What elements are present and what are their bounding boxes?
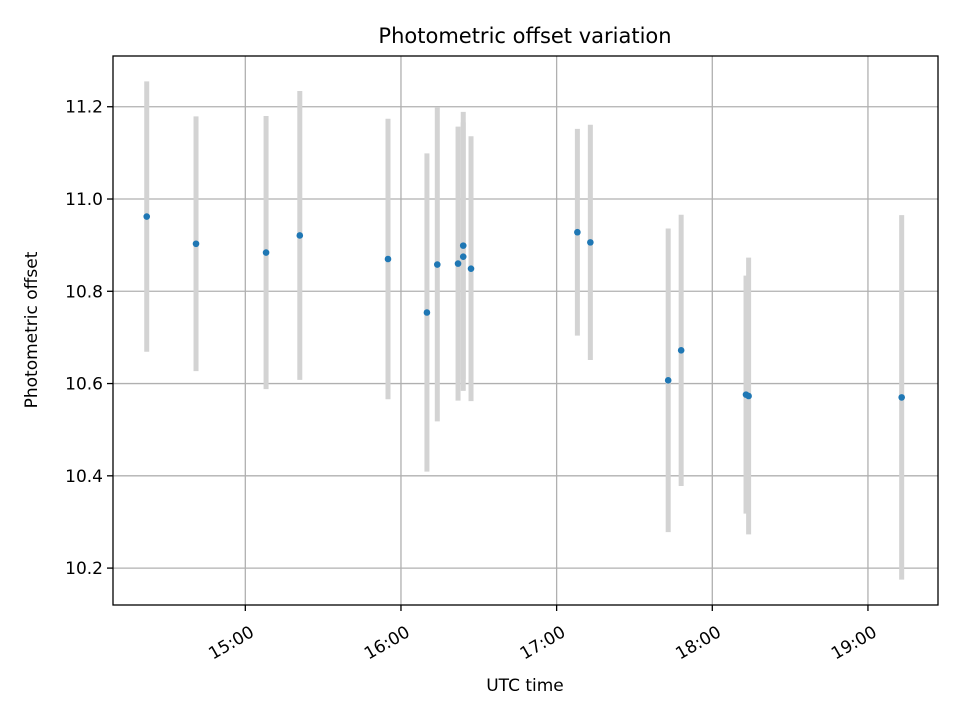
data-point	[423, 309, 431, 316]
y-axis-ticks: 10.2 10.4 10.6 10.8 11.0 11.2	[65, 98, 113, 579]
data-point	[143, 213, 151, 220]
data-point	[262, 249, 270, 256]
data-point	[677, 347, 685, 354]
y-axis-label: Photometric offset	[22, 251, 42, 408]
grid	[113, 56, 938, 605]
data-point	[587, 239, 594, 246]
data-point	[192, 240, 200, 248]
y-tick-label: 11.0	[65, 190, 103, 210]
y-tick-label: 11.2	[65, 98, 103, 118]
data-point	[459, 242, 467, 249]
data-point	[898, 394, 905, 401]
chart-title: Photometric offset variation	[378, 24, 671, 48]
x-axis-label: UTC time	[486, 676, 564, 696]
data-point	[664, 377, 672, 384]
data-point	[433, 261, 441, 268]
y-tick-label: 10.8	[65, 282, 103, 302]
data-point	[459, 253, 467, 260]
data-point	[467, 265, 475, 272]
data-point	[384, 255, 392, 263]
data-point	[296, 232, 304, 239]
data-markers	[143, 213, 905, 401]
plot-frame	[112, 55, 939, 606]
y-tick-label: 10.6	[65, 375, 103, 395]
y-tick-label: 10.4	[65, 467, 103, 487]
data-point	[574, 228, 581, 236]
data-point	[745, 392, 752, 400]
data-point	[454, 260, 462, 267]
y-tick-label: 10.2	[65, 559, 103, 579]
